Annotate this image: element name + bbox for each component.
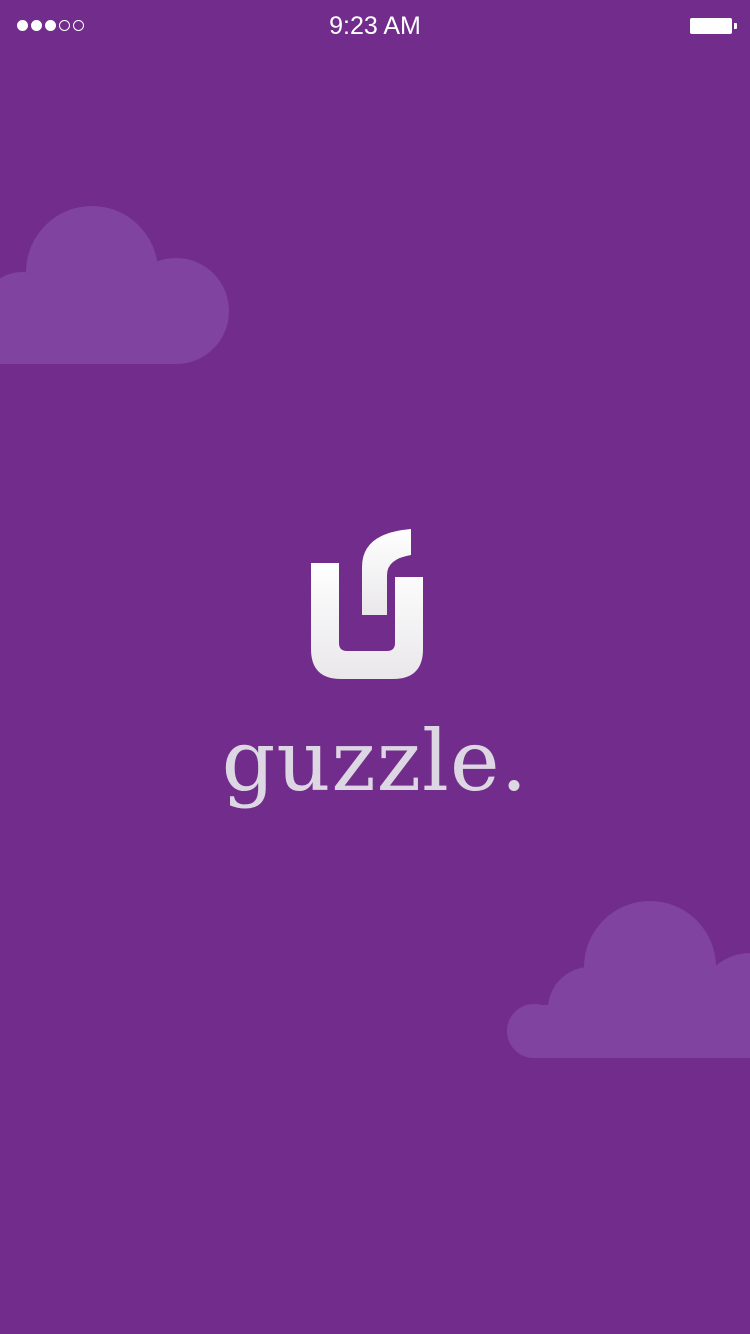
battery-icon [690,18,737,34]
signal-dot [73,20,84,31]
signal-dot [59,20,70,31]
cloud-icon [0,206,229,364]
status-time: 9:23 AM [329,12,421,40]
signal-dot [31,20,42,31]
cloud-icon [507,901,750,1058]
app-wordmark: guzzle. [221,712,529,810]
guzzle-logo-icon [311,529,423,679]
signal-dot [45,20,56,31]
signal-dot [17,20,28,31]
signal-strength-icon [17,20,84,31]
status-bar: 9:23 AM [0,0,750,54]
